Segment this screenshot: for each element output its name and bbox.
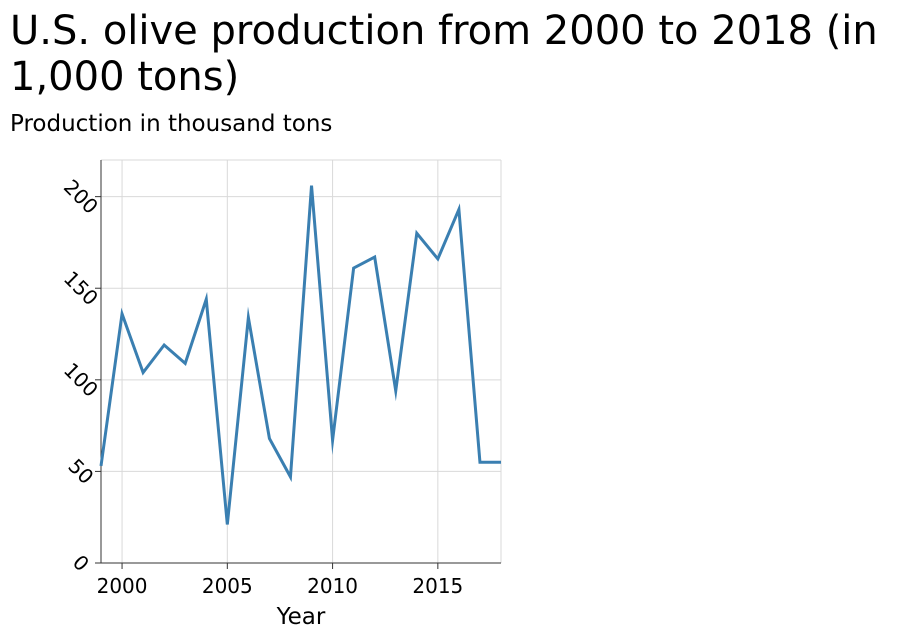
grid-lines — [101, 159, 502, 563]
axes — [95, 160, 501, 569]
y-tick-label: 100 — [59, 358, 103, 402]
x-tick-label: 2000 — [97, 574, 148, 598]
x-tick-label: 2005 — [202, 574, 253, 598]
y-tick-label: 0 — [68, 550, 94, 576]
y-axis-label: Production in thousand tons — [10, 111, 333, 137]
x-tick-label: 2010 — [307, 574, 358, 598]
series-line — [99, 185, 501, 525]
series-layer — [99, 185, 502, 525]
y-tick-label: 200 — [59, 175, 103, 219]
chart-title: U.S. olive production from 2000 to 2018 … — [10, 8, 878, 100]
x-tick-label: 2015 — [412, 574, 463, 598]
y-tick-label: 50 — [64, 454, 99, 489]
x-axis-label: Year — [276, 604, 326, 630]
y-tick-label: 150 — [59, 266, 103, 310]
